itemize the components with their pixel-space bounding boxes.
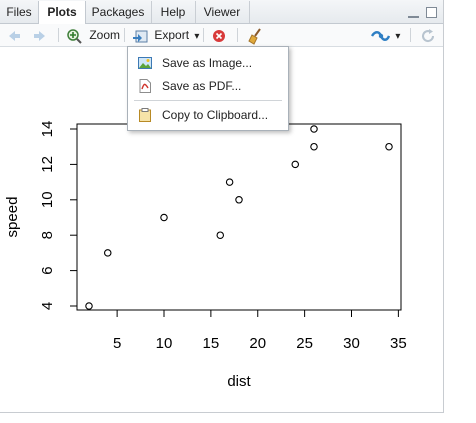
tab-plots[interactable]: Plots — [38, 1, 86, 24]
menu-item-label: Save as PDF... — [162, 75, 241, 97]
x-tick-label: 35 — [390, 335, 407, 352]
menu-item-save-as-image[interactable]: Save as Image... — [128, 52, 288, 74]
y-tick-label: 8 — [39, 231, 56, 239]
pdf-icon — [138, 79, 152, 93]
x-tick-label: 20 — [249, 335, 266, 352]
broom-icon — [247, 27, 265, 45]
x-axis: 5 10 15 20 25 30 35 — [113, 310, 407, 352]
forward-arrow-icon[interactable] — [32, 26, 48, 44]
y-axis: 4 6 8 10 12 14 — [39, 121, 77, 311]
tab-bar: Files Plots Packages Help Viewer — [0, 0, 443, 24]
tab-packages[interactable]: Packages — [85, 1, 152, 23]
menu-separator — [134, 100, 282, 101]
chevron-down-icon: ▾ — [395, 31, 400, 42]
zoom-button[interactable]: Zoom — [66, 26, 120, 44]
maximize-pane-icon[interactable] — [426, 7, 437, 18]
data-points — [86, 126, 392, 309]
x-tick-label: 15 — [203, 335, 220, 352]
menu-item-label: Copy to Clipboard... — [162, 104, 268, 126]
x-axis-label: dist — [227, 373, 251, 390]
image-icon — [138, 56, 152, 70]
chevron-down-icon: ▾ — [194, 31, 199, 42]
remove-plot-button[interactable] — [211, 26, 227, 44]
data-point — [226, 179, 232, 185]
y-tick-label: 6 — [39, 266, 56, 274]
y-tick-label: 10 — [39, 191, 56, 208]
data-point — [236, 197, 242, 203]
back-arrow-icon[interactable] — [6, 26, 22, 44]
x-tick-label: 30 — [343, 335, 360, 352]
export-button[interactable]: Export ▾ — [132, 26, 199, 44]
export-label: Export — [154, 28, 189, 42]
menu-item-copy-to-clipboard[interactable]: Copy to Clipboard... — [128, 104, 288, 126]
remove-plot-icon — [211, 28, 227, 44]
data-point — [161, 214, 167, 220]
refresh-button[interactable] — [420, 26, 436, 44]
data-point — [311, 144, 317, 150]
plot-box — [77, 124, 401, 310]
data-point — [292, 161, 298, 167]
clear-all-plots-button[interactable] — [247, 26, 265, 44]
data-point — [386, 144, 392, 150]
data-point — [105, 250, 111, 256]
zoom-label: Zoom — [89, 28, 120, 42]
x-tick-label: 5 — [113, 335, 121, 352]
export-menu: Save as Image... Save as PDF... Copy to … — [127, 46, 289, 131]
y-axis-label: speed — [4, 197, 21, 238]
y-tick-label: 14 — [39, 121, 56, 138]
plot-toolbar: Zoom Export ▾ ▾ — [0, 24, 443, 47]
tab-help[interactable]: Help — [151, 1, 196, 23]
y-tick-label: 4 — [39, 302, 56, 310]
toolbar-divider — [237, 28, 238, 42]
tab-viewer[interactable]: Viewer — [195, 1, 250, 23]
x-tick-label: 10 — [156, 335, 173, 352]
publish-button[interactable]: ▾ — [370, 26, 400, 44]
publish-icon — [370, 28, 390, 44]
toolbar-divider — [410, 28, 411, 42]
minimize-pane-icon[interactable] — [408, 9, 419, 18]
y-tick-label: 12 — [39, 156, 56, 173]
x-tick-label: 25 — [296, 335, 313, 352]
clipboard-icon — [138, 108, 152, 122]
menu-item-label: Save as Image... — [162, 52, 252, 74]
menu-item-save-as-pdf[interactable]: Save as PDF... — [128, 75, 288, 97]
refresh-icon — [420, 28, 436, 44]
data-point — [86, 303, 92, 309]
zoom-icon — [66, 28, 82, 44]
tab-files[interactable]: Files — [0, 1, 39, 23]
toolbar-divider — [124, 28, 125, 42]
toolbar-divider — [58, 28, 59, 42]
toolbar-divider — [203, 28, 204, 42]
data-point — [311, 126, 317, 132]
export-icon — [132, 28, 148, 44]
data-point — [217, 232, 223, 238]
